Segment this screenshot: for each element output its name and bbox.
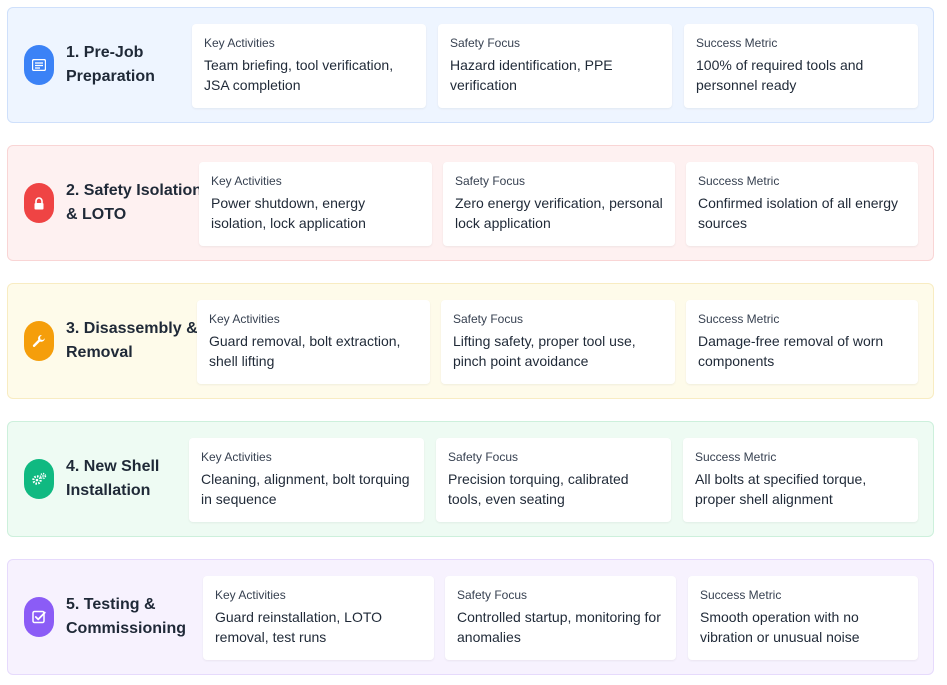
card-heading: Safety Focus — [457, 588, 528, 602]
safety-focus-card: Safety Focus Precision torquing, calibra… — [436, 438, 671, 522]
step-title-group: 4. New Shell Installation — [24, 422, 159, 536]
card-text: Guard reinstallation, LOTO removal, test… — [215, 609, 383, 645]
card-text: Lifting safety, proper tool use, pinch p… — [453, 333, 636, 369]
card-text: Guard removal, bolt extraction, shell li… — [209, 333, 401, 369]
step-title-group: 2. Safety Isolation & LOTO — [24, 146, 202, 260]
success-metric-card: Success Metric All bolts at specified to… — [683, 438, 918, 522]
card-text: 100% of required tools and personnel rea… — [696, 57, 864, 93]
key-activities-card: Key Activities Team briefing, tool verif… — [192, 24, 426, 108]
card-heading: Key Activities — [204, 36, 275, 50]
card-text: Zero energy verification, personal lock … — [455, 195, 663, 231]
card-text: Power shutdown, energy isolation, lock a… — [211, 195, 366, 231]
step-row-3: 3. Disassembly & Removal Key Activities … — [7, 283, 934, 399]
lock-icon — [24, 183, 54, 223]
safety-focus-card: Safety Focus Hazard identification, PPE … — [438, 24, 672, 108]
step-title: 5. Testing & Commissioning — [66, 596, 187, 637]
card-text: Smooth operation with no vibration or un… — [700, 609, 860, 645]
card-text: Cleaning, alignment, bolt torquing in se… — [201, 471, 410, 507]
key-activities-card: Key Activities Guard reinstallation, LOT… — [203, 576, 434, 660]
success-metric-card: Success Metric Confirmed isolation of al… — [686, 162, 918, 246]
step-row-2: 2. Safety Isolation & LOTO Key Activitie… — [7, 145, 934, 261]
card-text: All bolts at specified torque, proper sh… — [695, 471, 867, 507]
key-activities-card: Key Activities Power shutdown, energy is… — [199, 162, 432, 246]
card-heading: Safety Focus — [450, 36, 521, 50]
step-title: 1. Pre-Job Preparation — [66, 44, 155, 85]
step-title: 4. New Shell Installation — [66, 458, 160, 499]
step-title-group: 1. Pre-Job Preparation — [24, 8, 155, 122]
step-row-1: 1. Pre-Job Preparation Key Activities Te… — [7, 7, 934, 123]
card-heading: Key Activities — [211, 174, 282, 188]
success-metric-card: Success Metric 100% of required tools an… — [684, 24, 918, 108]
card-heading: Success Metric — [696, 36, 778, 50]
card-heading: Key Activities — [201, 450, 272, 464]
card-heading: Success Metric — [695, 450, 777, 464]
card-heading: Key Activities — [209, 312, 280, 326]
card-heading: Safety Focus — [448, 450, 519, 464]
step-row-5: 5. Testing & Commissioning Key Activitie… — [7, 559, 934, 675]
success-metric-card: Success Metric Smooth operation with no … — [688, 576, 918, 660]
step-title: 3. Disassembly & Removal — [66, 320, 198, 361]
card-heading: Success Metric — [700, 588, 782, 602]
card-text: Team briefing, tool verification, JSA co… — [204, 57, 394, 93]
step-title: 2. Safety Isolation & LOTO — [66, 182, 203, 223]
card-heading: Key Activities — [215, 588, 286, 602]
key-activities-card: Key Activities Cleaning, alignment, bolt… — [189, 438, 424, 522]
card-text: Hazard identification, PPE verification — [450, 57, 613, 93]
gears-icon — [24, 459, 54, 499]
card-heading: Safety Focus — [453, 312, 524, 326]
safety-focus-card: Safety Focus Zero energy verification, p… — [443, 162, 675, 246]
safety-focus-card: Safety Focus Lifting safety, proper tool… — [441, 300, 675, 384]
success-metric-card: Success Metric Damage-free removal of wo… — [686, 300, 918, 384]
card-heading: Safety Focus — [455, 174, 526, 188]
safety-focus-card: Safety Focus Controlled startup, monitor… — [445, 576, 676, 660]
card-text: Confirmed isolation of all energy source… — [698, 195, 898, 231]
step-row-4: 4. New Shell Installation Key Activities… — [7, 421, 934, 537]
step-title-group: 3. Disassembly & Removal — [24, 284, 198, 398]
id-card-icon — [24, 45, 54, 85]
card-text: Controlled startup, monitoring for anoma… — [457, 609, 661, 645]
checkbox-icon — [24, 597, 54, 637]
card-heading: Success Metric — [698, 312, 780, 326]
key-activities-card: Key Activities Guard removal, bolt extra… — [197, 300, 430, 384]
step-title-group: 5. Testing & Commissioning — [24, 560, 186, 674]
card-heading: Success Metric — [698, 174, 780, 188]
wrench-icon — [24, 321, 54, 361]
card-text: Precision torquing, calibrated tools, ev… — [448, 471, 629, 507]
card-text: Damage-free removal of worn components — [698, 333, 884, 369]
